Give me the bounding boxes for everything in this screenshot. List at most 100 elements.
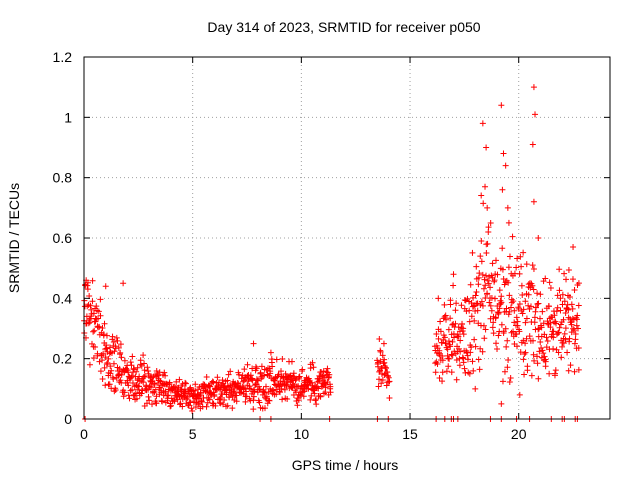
data-point: [107, 363, 114, 370]
data-point: [455, 345, 462, 352]
data-point: [505, 219, 512, 226]
data-point: [554, 292, 561, 299]
data-point: [542, 363, 549, 370]
data-point: [479, 271, 486, 278]
data-point: [257, 369, 264, 376]
data-point: [161, 369, 168, 376]
data-point: [509, 233, 516, 240]
data-point: [568, 301, 575, 308]
data-point: [117, 349, 124, 356]
data-point: [118, 371, 125, 378]
data-point: [480, 200, 487, 207]
data-point: [167, 402, 174, 409]
data-point: [480, 285, 487, 292]
data-point: [520, 306, 527, 313]
data-point: [145, 368, 152, 375]
data-point: [375, 383, 382, 390]
data-point: [95, 308, 102, 315]
data-point: [144, 364, 151, 371]
data-point: [203, 373, 210, 380]
data-point: [565, 306, 572, 313]
x-axis-label: GPS time / hours: [292, 457, 399, 473]
data-point: [468, 313, 475, 320]
data-point: [250, 397, 257, 404]
data-point: [183, 396, 190, 403]
data-point: [447, 343, 454, 350]
data-point: [206, 396, 213, 403]
data-point: [530, 266, 537, 273]
data-point: [310, 364, 317, 371]
data-point: [529, 262, 536, 269]
data-point: [315, 378, 322, 385]
data-point: [485, 228, 492, 235]
data-point: [106, 381, 113, 388]
data-point: [499, 245, 506, 252]
data-point: [207, 390, 214, 397]
data-point: [552, 367, 559, 374]
data-point: [506, 253, 513, 260]
data-point: [558, 354, 565, 361]
data-point: [567, 362, 574, 369]
data-point: [565, 266, 572, 273]
data-point: [141, 367, 148, 374]
data-point: [162, 388, 169, 395]
data-point: [522, 340, 529, 347]
data-point: [571, 368, 578, 375]
data-point: [530, 84, 537, 91]
data-point: [318, 368, 325, 375]
data-point: [99, 357, 106, 364]
axis-ticks: 0 5 10 15 20 0 0.2 0.4 0.6 0.8 1 1.2: [53, 49, 610, 442]
data-point: [575, 344, 582, 351]
data-point: [471, 317, 478, 324]
data-point: [437, 318, 444, 325]
data-point: [243, 388, 250, 395]
data-point: [498, 102, 505, 109]
y-tick-label: 0.2: [53, 351, 73, 367]
data-point: [303, 382, 310, 389]
data-point: [487, 284, 494, 291]
data-point: [513, 331, 520, 338]
data-point: [536, 325, 543, 332]
data-point: [515, 326, 522, 333]
data-point: [461, 365, 468, 372]
data-point: [233, 398, 240, 405]
data-point: [472, 343, 479, 350]
data-point: [269, 363, 276, 370]
data-point: [479, 302, 486, 309]
data-point: [171, 398, 178, 405]
data-point: [551, 370, 558, 377]
data-point: [295, 374, 302, 381]
data-point: [553, 308, 560, 315]
data-point: [445, 338, 452, 345]
data-point: [435, 295, 442, 302]
data-point: [104, 359, 111, 366]
data-point: [207, 383, 214, 390]
data-point: [530, 351, 537, 358]
data-point: [536, 348, 543, 355]
data-point: [133, 395, 140, 402]
data-point: [111, 348, 118, 355]
data-point: [313, 401, 320, 408]
data-point: [101, 320, 108, 327]
data-point: [110, 360, 117, 367]
data-point: [140, 352, 147, 359]
data-point: [146, 397, 153, 404]
data-point: [224, 377, 231, 384]
data-point: [467, 349, 474, 356]
data-point: [482, 183, 489, 190]
data-point: [482, 272, 489, 279]
data-point: [470, 367, 477, 374]
data-point: [516, 270, 523, 277]
y-tick-label: 0.8: [53, 170, 73, 186]
data-point: [284, 396, 291, 403]
data-point: [437, 328, 444, 335]
data-point: [176, 376, 183, 383]
data-point: [113, 334, 120, 341]
data-point: [214, 374, 221, 381]
data-point: [229, 405, 236, 412]
data-point: [571, 286, 578, 293]
data-point: [445, 363, 452, 370]
data-point: [96, 323, 103, 330]
data-point: [121, 389, 128, 396]
data-point: [539, 347, 546, 354]
